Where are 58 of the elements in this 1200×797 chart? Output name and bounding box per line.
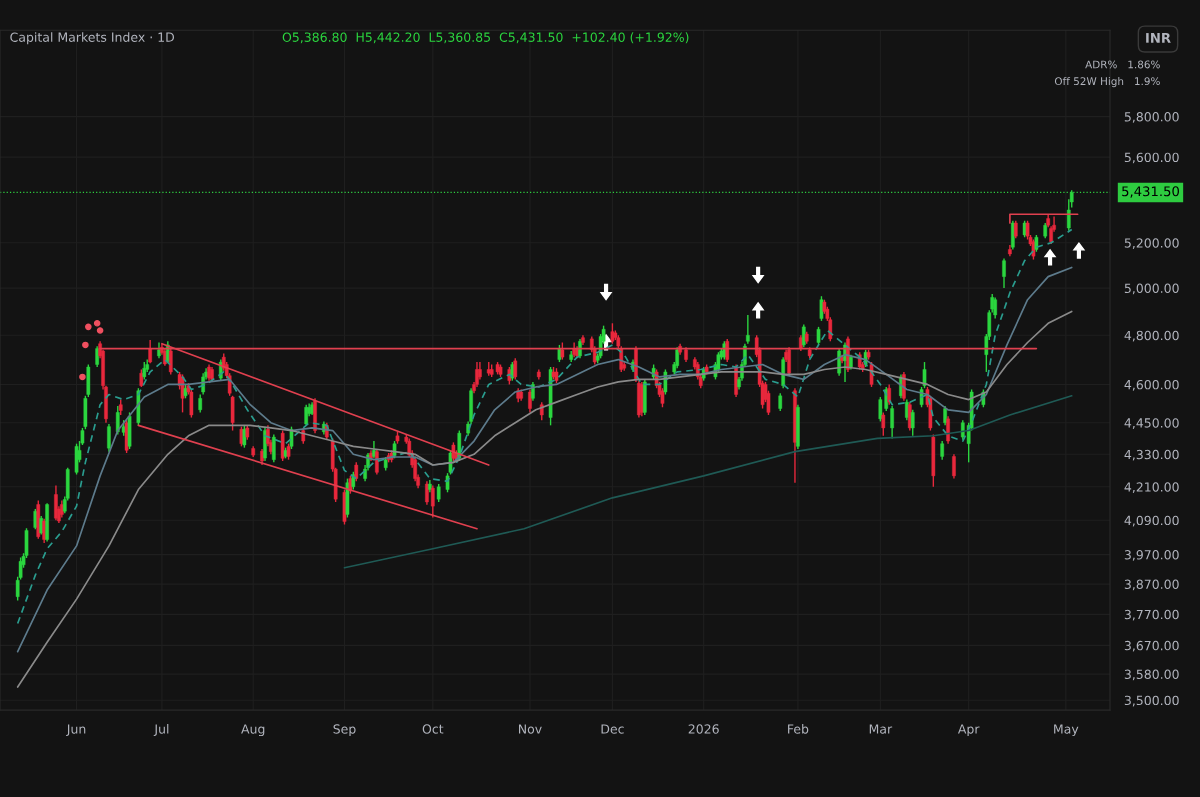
y-tick-label: 3,870.00 [1124, 579, 1179, 591]
ref-line-label: 5,431.50 [1122, 186, 1179, 198]
candlestick [354, 461, 359, 483]
x-tick-label: May [1054, 724, 1079, 737]
y-tick-label: 3,670.00 [1124, 640, 1179, 652]
candlestick [887, 383, 892, 406]
y-tick-label: 3,500.00 [1124, 695, 1179, 707]
candlestick [95, 345, 99, 368]
y-tick-label: 4,800.00 [1124, 330, 1179, 342]
candlestick [952, 453, 956, 480]
candlestick [528, 388, 532, 414]
y-tick-label: 4,090.00 [1124, 515, 1179, 527]
candlestick [905, 398, 909, 421]
y-tick-label: 4,450.00 [1124, 418, 1179, 429]
x-tick-label: Nov [519, 724, 542, 734]
candlestick [922, 361, 927, 389]
candlestick [946, 415, 950, 445]
line-series [16, 266, 1073, 653]
annotation: ADR% 1.86% [1085, 60, 1160, 69]
candlestick [816, 326, 821, 346]
line-series [16, 310, 1073, 688]
x-tick-label: Aug [241, 724, 265, 737]
x-tick-label: Mar [869, 724, 893, 734]
text: INR [1146, 33, 1171, 43]
candlestick [910, 409, 915, 437]
x-tick-label: Feb [788, 724, 809, 734]
y-tick-label: 4,330.00 [1124, 449, 1179, 461]
line-series [343, 394, 1073, 569]
candlestick [289, 425, 294, 450]
y-tick-label: 3,770.00 [1124, 609, 1179, 621]
x-tick-label: Sep [333, 724, 356, 737]
y-tick-label: 3,970.00 [1124, 550, 1179, 561]
annotation: Off 52W High 1.9% [1054, 77, 1160, 88]
x-tick-label: Jun [66, 724, 86, 737]
candlestick [1031, 238, 1036, 261]
y-tick-label: 4,600.00 [1124, 379, 1179, 391]
y-tick-label: 4,210.00 [1124, 482, 1179, 493]
candlestick [375, 448, 379, 476]
candlestick [1002, 257, 1006, 289]
y-tick-label: 5,600.00 [1124, 152, 1179, 164]
y-tick-label: 3,580.00 [1124, 669, 1179, 681]
x-tick-label: Dec [601, 724, 624, 734]
x-tick-label: Jul [153, 724, 169, 737]
x-tick-label: Oct [422, 724, 444, 734]
chart-title: Capital Markets Index · 1D [10, 32, 175, 45]
candlestick [940, 440, 944, 461]
x-tick-label: 2026 [688, 724, 719, 734]
y-tick-label: 5,800.00 [1124, 112, 1179, 123]
candlestick [746, 314, 750, 345]
y-tick-label: 5,000.00 [1124, 283, 1179, 295]
candlestick [725, 338, 730, 363]
candlestick [107, 423, 111, 453]
candlestick [943, 405, 947, 427]
x-tick-label: Apr [957, 724, 980, 737]
y-tick-label: 5,200.00 [1124, 238, 1179, 249]
chart-subtitle: O5,386.80 H5,442.20 L5,360.85 C5,431.50 +102.40 (+1.92%) [282, 32, 689, 44]
candlestick [54, 484, 58, 521]
candlestick [881, 411, 886, 437]
